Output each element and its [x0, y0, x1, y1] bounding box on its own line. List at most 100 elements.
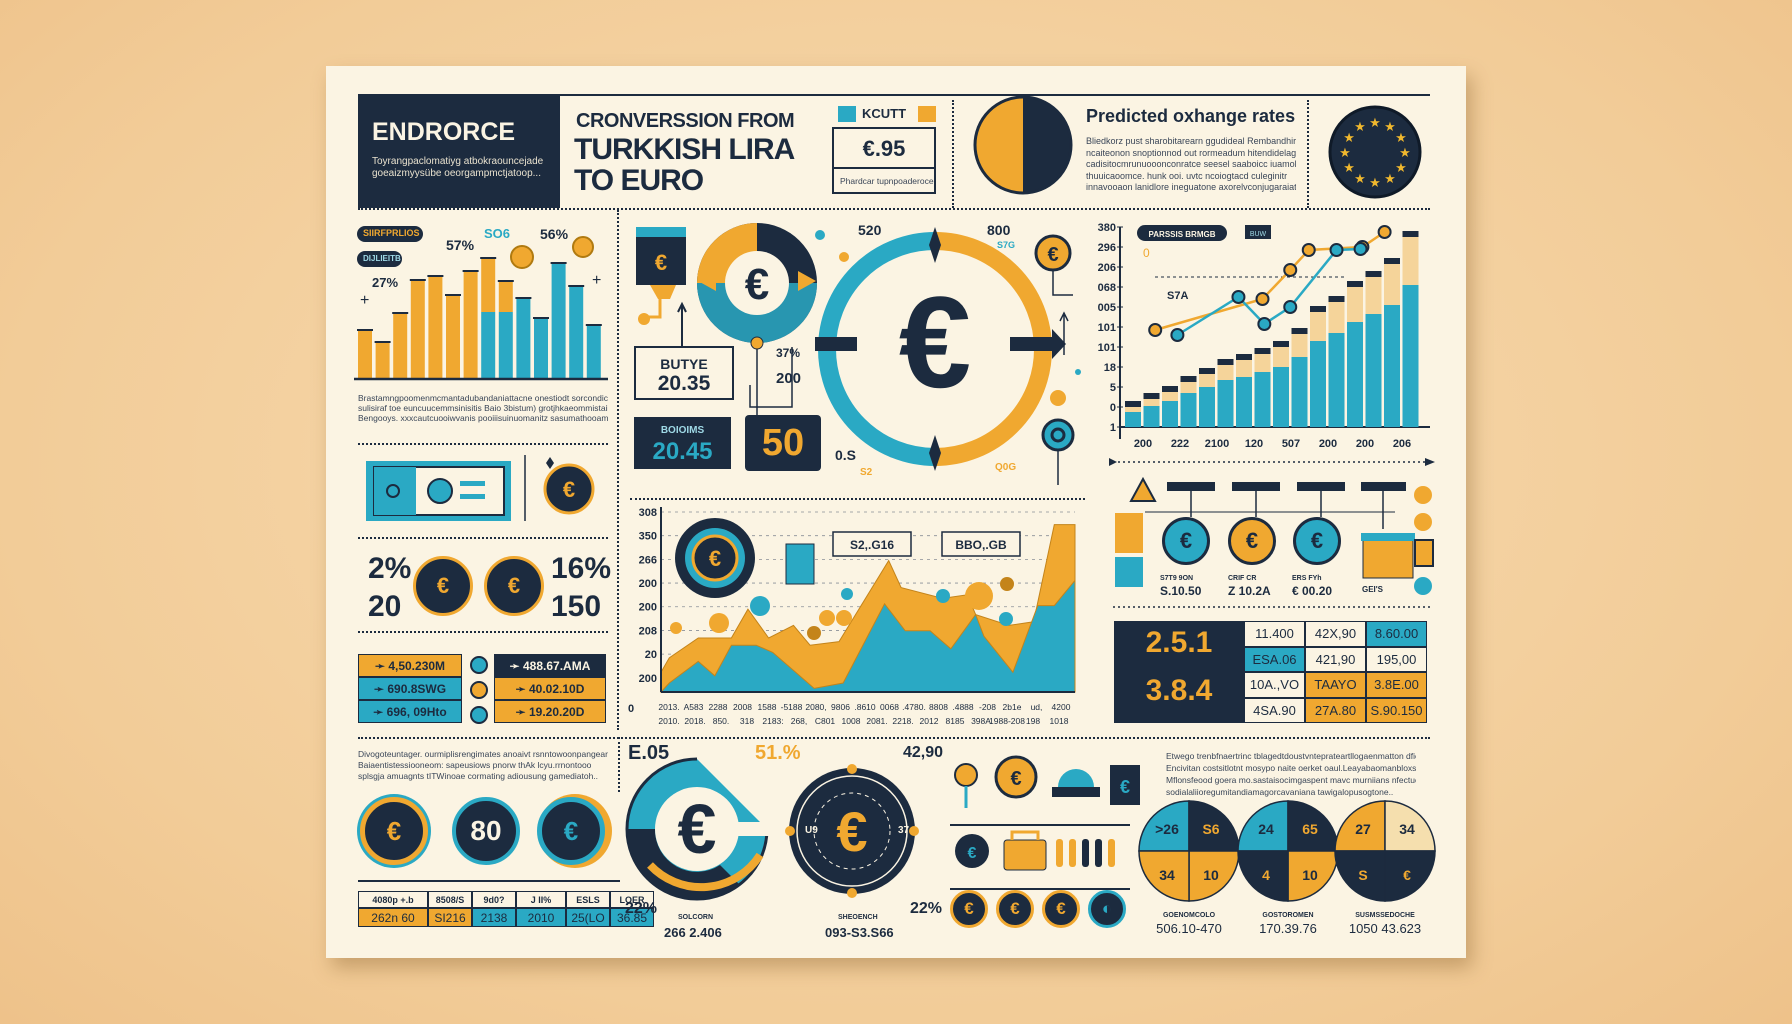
value-42-label: 42,90 [903, 744, 944, 761]
table-cell: 4SA.90 [1244, 697, 1305, 723]
table-cell: 8.60.00 [1366, 621, 1427, 647]
table-cell: 27A.80 [1305, 697, 1366, 723]
table-header: 9d0? [472, 891, 516, 908]
bar [586, 326, 601, 379]
marker-label: 0 [1143, 246, 1150, 260]
star-icon: ★ [1399, 145, 1411, 160]
bar [1236, 360, 1252, 377]
pie-label: >26 [1155, 821, 1179, 837]
value-a-label: 266 2.406 [664, 925, 722, 940]
x-tick-label: 200 [1356, 438, 1374, 450]
svg-text:€: € [836, 800, 867, 863]
half-circle-icon [973, 95, 1073, 195]
table-left-panel [1114, 621, 1244, 723]
data-point [1301, 243, 1316, 257]
bar-cap [585, 324, 602, 326]
pie-label: S [1358, 867, 1367, 883]
pie-label: 65 [1302, 821, 1318, 837]
brand-title: ENDRORCE [372, 118, 516, 146]
bar-cap [497, 280, 514, 282]
pie-label: 24 [1258, 821, 1274, 837]
table-left-value: 2.5.1 [1145, 626, 1213, 659]
coin-caption: S7T9 9ON [1160, 575, 1194, 582]
y-tick-label: 266 [639, 554, 657, 566]
bar-cap [1125, 401, 1141, 407]
center-label: 800 [987, 222, 1011, 238]
search-coin-icon [1041, 418, 1075, 452]
bar-cap [392, 312, 409, 314]
euro-coin-icon: € [1228, 517, 1276, 565]
x-tick-label: 2013. [658, 702, 679, 712]
x-tick-label: 120 [1245, 438, 1263, 450]
euro-compass-icon: € [785, 764, 919, 898]
pie-label: 27 [1355, 821, 1371, 837]
eu-stars-icon: ★★★★★★★★★ ★ ★★ [1328, 105, 1422, 199]
sub-b-label: SHEOENCH [838, 914, 878, 921]
pie-caption: GOSTOROMEN [1262, 912, 1313, 919]
svg-text:€: € [968, 845, 977, 862]
bar-cap [480, 257, 497, 259]
euro-icon: € [709, 546, 721, 571]
big-value-box: 50 [745, 415, 821, 471]
center-label: 37% [776, 346, 801, 360]
bar [1217, 365, 1234, 380]
rate-caption: Phardcar tupnpoaderoce [840, 176, 934, 186]
x-tick-label: 198 [1026, 716, 1040, 726]
bar-cap [1328, 296, 1345, 302]
x-tick-label: 2008 [733, 702, 752, 712]
x-tick-label: 2288 [709, 702, 728, 712]
pct-label: 57% [446, 237, 475, 253]
x-tick-label: 850. [713, 716, 730, 726]
bar [1347, 322, 1363, 427]
x-tick-label: 0068 [880, 702, 899, 712]
pie-value: 1050 43.623 [1349, 921, 1421, 936]
pie-label: 10 [1302, 867, 1318, 883]
svg-text:€: € [1047, 244, 1058, 266]
bar [1143, 399, 1160, 406]
data-point [1255, 292, 1270, 306]
e05-label: E.05 [628, 742, 670, 764]
predicted-title: Predicted oxhange rates [1086, 106, 1296, 126]
marker-dot [819, 610, 835, 626]
left-bar-chart: ++ [354, 236, 608, 381]
callout-label: BBO,.GB [955, 538, 1007, 552]
star-icon: ★ [1384, 171, 1396, 186]
tag-pill-1: SIIRFPRLIOS [357, 226, 423, 242]
bar [446, 296, 460, 379]
bar [1384, 305, 1400, 427]
coin-icon [470, 681, 488, 699]
y-tick-label: 380 [1098, 222, 1116, 234]
x-tick-label: A583 [684, 702, 704, 712]
star-icon: ★ [1384, 119, 1396, 134]
marker-dot [807, 626, 821, 640]
x-tick-label: 1588 [758, 702, 777, 712]
x-tick-label: 2b1e [1003, 702, 1022, 712]
x-tick-label: 200 [1134, 438, 1152, 450]
data-point [1148, 323, 1163, 337]
row4-text-right: Etwego trenbfnaertrinc tblagedtdoustvnte… [1166, 751, 1416, 797]
bar [481, 312, 496, 379]
bar [358, 331, 372, 379]
table-left-value: 3.8.4 [1145, 674, 1213, 707]
num-left: 20 [368, 590, 402, 623]
bar [1273, 367, 1289, 427]
bar [1347, 287, 1363, 322]
star-icon: ★ [1354, 119, 1366, 134]
y-tick-label: 101 [1098, 342, 1116, 354]
table-cell: 2010 [516, 908, 566, 927]
bar-cap [357, 329, 373, 331]
marker-dot [750, 596, 770, 616]
euro-coin-icon: € [537, 797, 605, 865]
area-chart: 308 350 266 200 200 208 20 200 0 2013. A583 2288 200… [628, 507, 1076, 726]
x-tick-label: 206 [1393, 438, 1411, 450]
compass-right-label: 37 [898, 825, 910, 836]
svg-text:€: € [563, 477, 575, 502]
table-cell: ➛ 40.02.10D [494, 677, 606, 700]
y-tick-label: 208 [639, 625, 657, 637]
marker-dot [670, 622, 682, 634]
bar [428, 277, 443, 379]
marker-dot [709, 613, 729, 633]
bar-cap [550, 262, 567, 264]
marker-dot [841, 588, 853, 600]
bar-cap [1180, 376, 1197, 382]
